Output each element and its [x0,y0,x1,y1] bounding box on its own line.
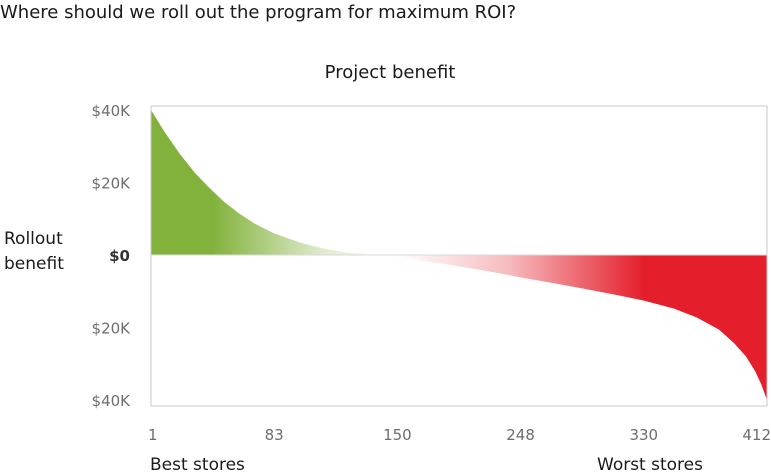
y-tick-label: $20K [92,175,132,193]
y-tick-label: $20K [92,320,132,338]
x-tick-label: 150 [383,426,412,444]
x-tick-label: 1 [148,426,158,444]
x-end-label: Worst stores [597,455,703,475]
y-tick-label: $40K [92,392,132,410]
x-tick-label: 248 [506,426,535,444]
chart-title: Project benefit [324,62,456,83]
x-tick-label: 412 [742,426,771,444]
y-tick-label: $0 [109,247,130,265]
y-axis-label: Rollout benefit [4,229,64,274]
x-tick-label: 330 [629,426,658,444]
negative-benefit-area [374,255,767,400]
positive-benefit-area [151,110,375,255]
x-tick-label: 83 [265,426,284,444]
page-question: Where should we roll out the program for… [0,2,517,23]
x-start-label: Best stores [150,455,245,475]
y-tick-label: $40K [92,102,132,120]
